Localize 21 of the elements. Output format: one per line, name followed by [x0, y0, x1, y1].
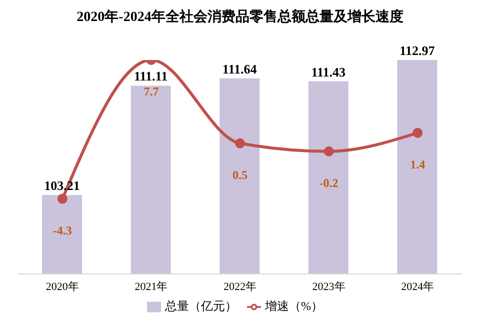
- data-label: -4.3: [52, 223, 72, 238]
- point: [324, 146, 334, 156]
- data-label: 112.97: [400, 43, 436, 58]
- x-tick-label: 2020年: [46, 280, 79, 293]
- x-tick-label: 2023年: [312, 280, 346, 293]
- data-label: -0.2: [319, 176, 338, 190]
- x-tick-label: 2024年: [401, 280, 434, 293]
- data-label: 0.5: [232, 168, 248, 182]
- x-tick-label: 2021年: [134, 280, 168, 293]
- point: [57, 194, 68, 204]
- point: [412, 128, 423, 138]
- point: [235, 138, 245, 148]
- legend-label: 总量（亿元）: [165, 299, 237, 313]
- data-label: 111.11: [134, 68, 168, 84]
- data-label: 111.43: [311, 64, 346, 80]
- data-label: 7.7: [144, 84, 159, 99]
- data-label: 1.4: [410, 157, 426, 172]
- x-tick-label: 2022年: [224, 280, 256, 293]
- chart-title: 2020年-2024年全社会消费品零售总额总量及增长速度: [76, 8, 404, 27]
- legend-label: 增速（%）: [265, 299, 323, 313]
- data-label: 111.64: [222, 61, 258, 76]
